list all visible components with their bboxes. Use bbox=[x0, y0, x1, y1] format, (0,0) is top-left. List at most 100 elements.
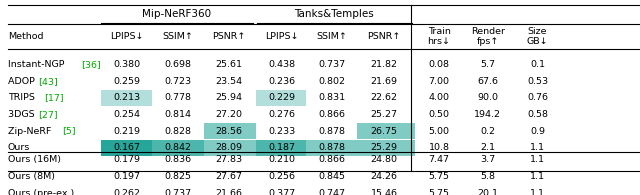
Text: Zip-NeRF: Zip-NeRF bbox=[8, 127, 54, 136]
Text: 0.866: 0.866 bbox=[318, 155, 345, 164]
Text: 0.58: 0.58 bbox=[527, 110, 548, 119]
FancyBboxPatch shape bbox=[256, 90, 306, 106]
Text: 1.1: 1.1 bbox=[530, 143, 545, 152]
Text: Tanks&Temples: Tanks&Temples bbox=[294, 9, 374, 19]
Text: 27.20: 27.20 bbox=[216, 110, 243, 119]
Text: 20.1: 20.1 bbox=[477, 189, 498, 195]
Text: 21.66: 21.66 bbox=[216, 189, 243, 195]
Text: 0.825: 0.825 bbox=[164, 172, 191, 181]
Text: 0.723: 0.723 bbox=[164, 77, 191, 86]
Text: [17]: [17] bbox=[44, 93, 64, 102]
Text: [5]: [5] bbox=[62, 127, 76, 136]
Text: 28.09: 28.09 bbox=[216, 143, 243, 152]
Text: 25.94: 25.94 bbox=[216, 93, 243, 102]
Text: 25.27: 25.27 bbox=[371, 110, 397, 119]
Text: 1.1: 1.1 bbox=[530, 155, 545, 164]
Text: Ours (16M): Ours (16M) bbox=[8, 155, 61, 164]
Text: 4.00: 4.00 bbox=[429, 93, 449, 102]
Text: [27]: [27] bbox=[38, 110, 58, 119]
Text: 22.62: 22.62 bbox=[371, 93, 397, 102]
Text: SSIM↑: SSIM↑ bbox=[163, 32, 193, 41]
Text: TRIPS: TRIPS bbox=[8, 93, 38, 102]
Text: Train: Train bbox=[428, 27, 451, 36]
Text: 0.380: 0.380 bbox=[113, 60, 140, 69]
Text: 0.53: 0.53 bbox=[527, 77, 548, 86]
Text: 0.236: 0.236 bbox=[268, 77, 295, 86]
Text: 26.75: 26.75 bbox=[371, 127, 397, 136]
Text: SSIM↑: SSIM↑ bbox=[316, 32, 347, 41]
Text: 21.69: 21.69 bbox=[371, 77, 397, 86]
Text: 0.2: 0.2 bbox=[480, 127, 495, 136]
Text: hrs↓: hrs↓ bbox=[428, 37, 451, 46]
Text: 0.213: 0.213 bbox=[113, 93, 140, 102]
Text: 5.7: 5.7 bbox=[480, 60, 495, 69]
Text: 5.75: 5.75 bbox=[429, 189, 449, 195]
Text: 5.75: 5.75 bbox=[429, 172, 449, 181]
Text: 0.197: 0.197 bbox=[113, 172, 140, 181]
Text: Ours: Ours bbox=[8, 143, 30, 152]
Text: 0.828: 0.828 bbox=[164, 127, 191, 136]
FancyBboxPatch shape bbox=[101, 140, 152, 156]
Text: Mip-NeRF360: Mip-NeRF360 bbox=[142, 9, 212, 19]
Text: 0.9: 0.9 bbox=[530, 127, 545, 136]
Text: 25.29: 25.29 bbox=[371, 143, 397, 152]
Text: 0.814: 0.814 bbox=[164, 110, 191, 119]
Text: 194.2: 194.2 bbox=[474, 110, 501, 119]
Text: 0.836: 0.836 bbox=[164, 155, 191, 164]
Text: 0.179: 0.179 bbox=[113, 155, 140, 164]
Text: 7.00: 7.00 bbox=[429, 77, 449, 86]
Text: 21.82: 21.82 bbox=[371, 60, 397, 69]
FancyBboxPatch shape bbox=[152, 140, 204, 156]
Text: 1.1: 1.1 bbox=[530, 172, 545, 181]
Text: 24.80: 24.80 bbox=[371, 155, 397, 164]
Text: 0.50: 0.50 bbox=[429, 110, 449, 119]
Text: 90.0: 90.0 bbox=[477, 93, 498, 102]
Text: fps↑: fps↑ bbox=[477, 37, 499, 46]
Text: 27.67: 27.67 bbox=[216, 172, 243, 181]
Text: 7.47: 7.47 bbox=[429, 155, 449, 164]
Text: 1.1: 1.1 bbox=[530, 189, 545, 195]
Text: 3.7: 3.7 bbox=[480, 155, 495, 164]
Text: PSNR↑: PSNR↑ bbox=[367, 32, 401, 41]
FancyBboxPatch shape bbox=[306, 140, 357, 156]
Text: 23.54: 23.54 bbox=[216, 77, 243, 86]
Text: 0.76: 0.76 bbox=[527, 93, 548, 102]
Text: 0.778: 0.778 bbox=[164, 93, 191, 102]
Text: Size: Size bbox=[528, 27, 547, 36]
Text: 0.842: 0.842 bbox=[164, 143, 191, 152]
Text: [36]: [36] bbox=[81, 60, 100, 69]
Text: 0.878: 0.878 bbox=[318, 127, 345, 136]
Text: 0.259: 0.259 bbox=[113, 77, 140, 86]
Text: 67.6: 67.6 bbox=[477, 77, 498, 86]
Text: 0.845: 0.845 bbox=[318, 172, 345, 181]
Text: Render: Render bbox=[470, 27, 505, 36]
Text: Ours (8M): Ours (8M) bbox=[8, 172, 54, 181]
Text: 2.1: 2.1 bbox=[480, 143, 495, 152]
Text: 0.167: 0.167 bbox=[113, 143, 140, 152]
Text: 0.187: 0.187 bbox=[268, 143, 295, 152]
Text: 0.276: 0.276 bbox=[268, 110, 295, 119]
Text: 0.210: 0.210 bbox=[268, 155, 295, 164]
Text: LPIPS↓: LPIPS↓ bbox=[265, 32, 298, 41]
Text: 5.8: 5.8 bbox=[480, 172, 495, 181]
FancyBboxPatch shape bbox=[357, 123, 415, 139]
FancyBboxPatch shape bbox=[204, 123, 256, 139]
Text: 0.1: 0.1 bbox=[530, 60, 545, 69]
Text: 15.46: 15.46 bbox=[371, 189, 397, 195]
Text: 0.802: 0.802 bbox=[318, 77, 345, 86]
Text: 0.737: 0.737 bbox=[318, 60, 345, 69]
Text: 0.698: 0.698 bbox=[164, 60, 191, 69]
Text: GB↓: GB↓ bbox=[527, 37, 548, 46]
Text: ADOP: ADOP bbox=[8, 77, 38, 86]
Text: LPIPS↓: LPIPS↓ bbox=[110, 32, 143, 41]
Text: 0.377: 0.377 bbox=[268, 189, 295, 195]
Text: 0.438: 0.438 bbox=[268, 60, 295, 69]
Text: 28.56: 28.56 bbox=[216, 127, 243, 136]
FancyBboxPatch shape bbox=[204, 140, 256, 156]
Text: 0.254: 0.254 bbox=[113, 110, 140, 119]
Text: 0.219: 0.219 bbox=[113, 127, 140, 136]
Text: 0.262: 0.262 bbox=[113, 189, 140, 195]
Text: Method: Method bbox=[8, 32, 43, 41]
Text: 0.747: 0.747 bbox=[318, 189, 345, 195]
Text: [43]: [43] bbox=[38, 77, 58, 86]
